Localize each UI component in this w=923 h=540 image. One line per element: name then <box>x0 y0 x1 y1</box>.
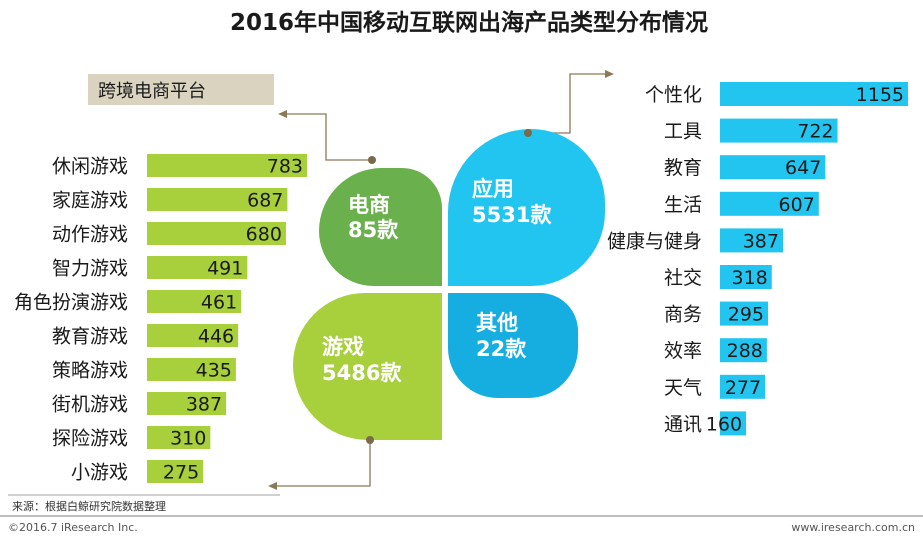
apps-category-label: 教育 <box>664 157 702 179</box>
games-value-label: 275 <box>163 462 199 484</box>
apps-category-label: 天气 <box>664 377 702 399</box>
apps-bar <box>720 82 908 106</box>
ecommerce-callout-label: 跨境电商平台 <box>98 81 206 102</box>
games-category-label: 小游戏 <box>71 462 128 484</box>
petal-apps-name: 应用 <box>472 177 514 201</box>
games-bar <box>147 324 239 347</box>
petal-ecommerce <box>319 168 442 286</box>
petal-games <box>293 293 442 440</box>
games-bar-series: 休闲游戏 783 家庭游戏 687 动作游戏 680 智力游戏 491 角色扮演游戏 461 教育游… <box>14 154 307 484</box>
games-category-label: 智力游戏 <box>52 258 128 280</box>
games-bar <box>147 460 204 483</box>
games-value-label: 687 <box>247 190 283 212</box>
apps-bar <box>720 301 769 326</box>
copyright: ©2016.7 iResearch Inc. <box>8 521 138 534</box>
apps-category-label: 健康与健身 <box>607 230 702 252</box>
games-bar <box>147 256 248 279</box>
games-bar <box>147 358 236 381</box>
games-bar <box>147 222 286 245</box>
apps-category-label: 工具 <box>664 121 702 143</box>
apps-value-label: 722 <box>797 121 833 143</box>
apps-value-label: 647 <box>785 157 821 179</box>
games-value-label: 446 <box>198 326 234 348</box>
apps-category-label: 商务 <box>664 304 702 326</box>
games-value-label: 783 <box>267 156 303 178</box>
games-bar <box>147 154 307 177</box>
petal-games-count: 5486款 <box>322 361 402 385</box>
games-value-label: 387 <box>186 394 222 416</box>
apps-value-label: 318 <box>731 267 767 289</box>
apps-category-label: 效率 <box>664 340 702 362</box>
petal-apps-count: 5531款 <box>472 203 552 227</box>
apps-category-label: 通讯 <box>664 413 702 435</box>
apps-category-label: 社交 <box>664 267 702 289</box>
petal-other-count: 22款 <box>476 337 527 361</box>
games-bar <box>147 188 288 211</box>
apps-bar <box>720 228 783 253</box>
games-value-label: 680 <box>246 224 282 246</box>
games-category-label: 街机游戏 <box>52 394 128 416</box>
games-value-label: 435 <box>196 360 232 382</box>
games-category-label: 教育游戏 <box>52 326 128 348</box>
petal-apps <box>448 129 605 286</box>
petal-ecommerce-name: 电商 <box>348 193 390 217</box>
games-bar <box>147 290 242 313</box>
petal-other-name: 其他 <box>476 311 518 335</box>
petal-games-name: 游戏 <box>322 335 364 359</box>
games-category-label: 家庭游戏 <box>52 190 128 212</box>
games-category-label: 休闲游戏 <box>52 156 128 178</box>
connector-dots <box>366 129 532 444</box>
apps-category-label: 个性化 <box>645 84 702 106</box>
apps-value-label: 387 <box>743 230 779 252</box>
games-category-label: 探险游戏 <box>52 428 128 450</box>
games-value-label: 461 <box>201 292 237 314</box>
games-value-label: 491 <box>207 258 243 280</box>
games-category-label: 动作游戏 <box>52 224 128 246</box>
games-value-label: 310 <box>170 428 206 450</box>
apps-bar-series: 个性化 1155 工具 722 教育 647 生活 607 健康与健身 387 社交 318 商务 295… <box>607 82 908 436</box>
apps-category-label: 生活 <box>664 194 702 216</box>
games-category-label: 角色扮演游戏 <box>14 292 128 314</box>
apps-value-label: 160 <box>706 413 742 435</box>
apps-bar <box>720 191 819 216</box>
apps-value-label: 607 <box>779 194 815 216</box>
petal-ecommerce-count: 85款 <box>348 218 399 242</box>
apps-bar <box>720 118 838 143</box>
apps-bar <box>720 338 767 363</box>
games-bar <box>147 426 211 449</box>
website: www.iresearch.com.cn <box>791 521 915 534</box>
apps-value-label: 288 <box>727 340 763 362</box>
games-category-label: 策略游戏 <box>52 360 128 382</box>
apps-bar <box>720 265 772 289</box>
petal-other <box>448 293 578 398</box>
games-bar <box>147 392 227 415</box>
apps-bar <box>720 411 747 436</box>
chart-title: 2016年中国移动互联网出海产品类型分布情况 <box>230 9 708 36</box>
apps-value-label: 295 <box>728 304 764 326</box>
apps-value-label: 1155 <box>856 84 904 106</box>
apps-bar <box>720 374 766 399</box>
ecommerce-callout-box <box>88 74 274 105</box>
apps-value-label: 277 <box>725 377 761 399</box>
source-note: 来源：根据白鲸研究院数据整理 <box>12 499 166 513</box>
connector-arrowheads <box>268 70 614 490</box>
apps-bar <box>720 155 826 180</box>
